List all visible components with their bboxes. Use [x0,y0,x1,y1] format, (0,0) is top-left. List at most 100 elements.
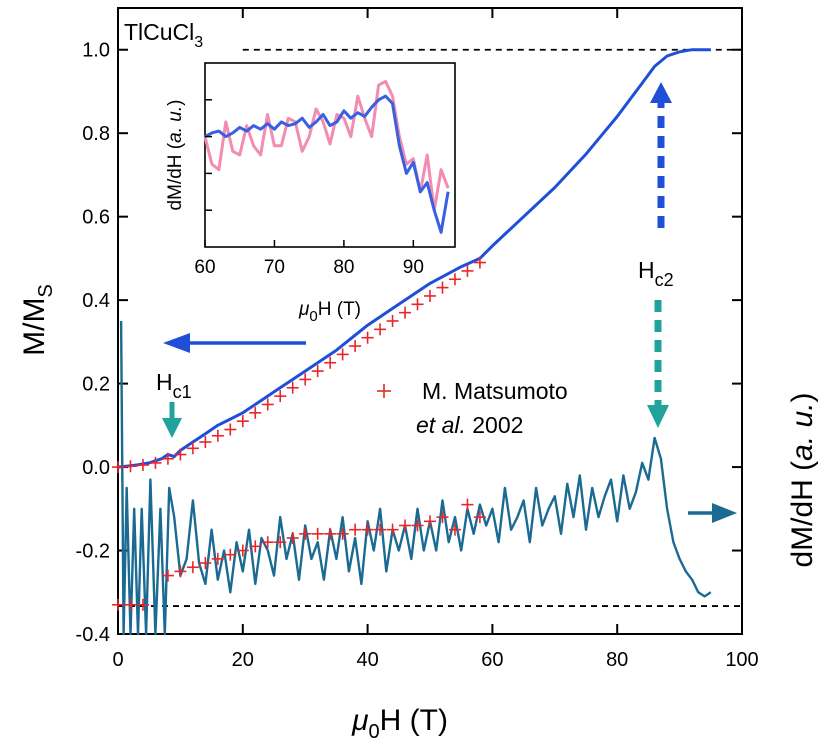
y-tick-label: -0.2 [76,541,110,563]
x-tick-label: 20 [232,649,254,671]
data-point [436,511,449,524]
data-point [461,498,474,511]
data-point [199,557,212,570]
legend-marker-icon [377,384,391,398]
inset-series-layer [203,79,450,234]
magnetization-series-line [117,48,711,469]
data-point [411,298,424,311]
x-tick-label: 40 [356,649,378,671]
hc2-label: Hc2 [638,257,674,290]
inset-y-title: dM/dH (a. u.) [165,100,186,211]
data-point [324,527,337,540]
inset-chart: 60 70 80 90 μ0H (T) dM/dH (a. u.) [165,62,456,325]
data-point [211,552,224,565]
x-tick-label: 100 [725,649,758,671]
left-arrow-icon [163,333,306,353]
data-point [336,527,349,540]
right-axis-ticks [732,48,742,635]
y-tick-label: 0.6 [82,207,110,229]
legend-line2: et al. 2002 [416,412,523,438]
inset-x-ticks: 60 70 80 90 [194,240,424,278]
data-point [349,340,362,353]
sample-label: TlCuCl3 [124,19,203,51]
data-point [236,544,249,557]
data-point [424,289,436,302]
data-point [112,598,124,611]
data-point [436,281,449,294]
data-point [261,398,274,411]
data-point [136,598,149,611]
data-point [424,515,436,528]
data-point [186,561,199,574]
hc1-label: Hc1 [156,369,192,402]
hc2-down-arrow-icon [647,300,669,428]
inset-series-line [204,94,450,234]
data-point [286,532,299,545]
data-point [236,415,249,428]
data-point [473,256,486,269]
data-point [324,356,337,369]
series-layer [117,48,712,636]
x-tick-label: 0 [112,649,123,671]
data-point [112,461,124,474]
x-tick-label: 60 [481,649,503,671]
data-point [311,365,324,378]
data-point [224,548,237,561]
y-tick-label: 0.0 [82,457,110,479]
plot-frame [117,7,743,635]
y-axis-ticks: -0.4 -0.2 0.0 0.2 0.4 0.6 0.8 1.0 [76,40,128,646]
data-point [299,373,312,386]
y-tick-label: 1.0 [82,40,110,62]
data-point [374,323,387,336]
data-point [249,540,262,553]
inset-x-tick-label: 60 [194,257,215,278]
data-point [399,519,412,532]
legend: M. Matsumoto et al. 2002 [377,378,568,438]
data-point [249,406,262,419]
derivative-series-line [119,320,712,636]
hc1-arrow-icon [162,402,182,438]
data-point [349,523,362,536]
data-point [161,452,174,465]
hc2-up-arrow-icon [650,82,672,228]
data-point [161,569,174,582]
data-point [448,273,461,286]
data-point [473,511,486,524]
y-tick-label: -0.4 [76,624,110,646]
data-point [374,523,387,536]
data-point [336,348,349,361]
inset-x-tick-label: 80 [333,257,354,278]
y-axis-title-right: dM/dH (a. u.) [786,392,819,567]
data-point [124,598,137,611]
data-point [174,565,187,578]
data-point [361,331,374,344]
data-point [224,423,237,436]
data-point [274,536,287,549]
data-point [299,527,312,540]
legend-line1: M. Matsumoto [422,378,568,404]
data-point [411,519,424,532]
data-point [211,429,224,442]
inset-x-title: μ0H (T) [298,299,361,325]
data-point [386,523,399,536]
data-point [274,390,287,403]
data-point [448,523,461,536]
data-point [399,306,412,319]
y-tick-label: 0.4 [82,290,110,312]
data-point [386,315,399,327]
data-point [124,460,137,473]
marker-layer [112,256,486,611]
data-point [461,264,474,277]
reference-lines [118,48,742,607]
data-point [199,436,212,449]
inset-x-tick-label: 70 [264,257,285,278]
x-axis-ticks: 0 20 40 60 80 100 [112,8,759,671]
y-axis-title-left: M/MS [18,284,57,356]
data-point [311,527,324,540]
y-tick-label: 0.8 [82,123,110,145]
data-point [174,448,187,461]
data-point [361,523,374,536]
y-tick-label: 0.2 [82,374,110,396]
data-point [136,458,149,471]
